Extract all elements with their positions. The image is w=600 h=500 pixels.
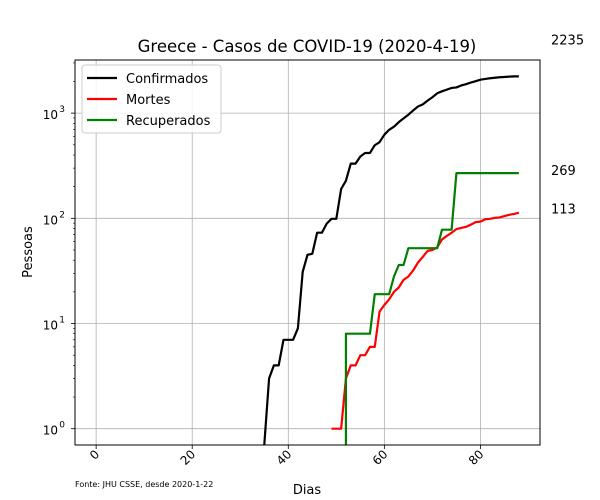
series-layer	[263, 75, 520, 445]
legend-label-mortes: Mortes	[126, 93, 171, 108]
y-tick-label: 10	[43, 213, 58, 227]
series-line-mortes	[331, 211, 520, 430]
y-tick-label: 10	[43, 424, 58, 438]
chart-title: Greece - Casos de COVID-19 (2020-4-19)	[138, 37, 477, 56]
y-tick-exponent: 3	[59, 105, 65, 115]
series-line-recuperados	[344, 172, 519, 445]
y-axis-label: Pessoas	[21, 226, 36, 278]
y-tick-exponent: 0	[59, 421, 65, 431]
end-labels: 2235 113 269	[551, 33, 584, 217]
y-tick-label: 10	[43, 319, 58, 333]
legend: Confirmados Mortes Recuperados	[81, 64, 222, 134]
footnote: Fonte: JHU CSSE, desde 2020-1-22	[75, 480, 213, 489]
end-label-mortes: 113	[551, 203, 576, 218]
legend-label-recuperados: Recuperados	[126, 114, 211, 129]
end-label-recuperados: 269	[551, 164, 576, 179]
legend-box	[81, 64, 222, 134]
series-line-confirmados	[263, 75, 519, 445]
y-tick-exponent: 2	[59, 210, 65, 220]
end-label-confirmados: 2235	[551, 33, 584, 48]
y-tick-label: 10	[43, 108, 58, 122]
plot-frame	[74, 59, 541, 446]
x-axis-label: Dias	[293, 483, 322, 498]
legend-label-confirmados: Confirmados	[126, 72, 208, 87]
y-tick-exponent: 1	[59, 316, 65, 326]
